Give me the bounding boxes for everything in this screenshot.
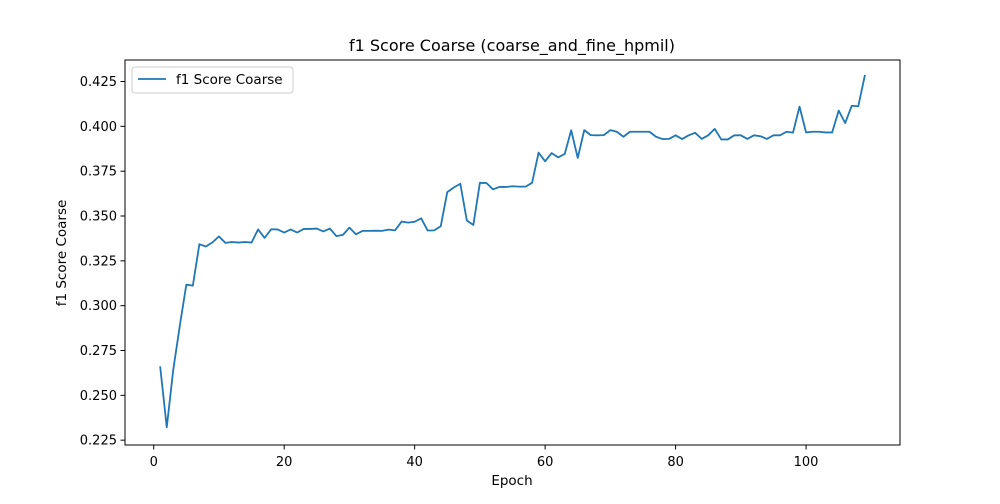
- series-line: [159, 74, 866, 429]
- chart-title: f1 Score Coarse (coarse_and_fine_hpmil): [349, 36, 675, 56]
- axes-frame: [124, 59, 901, 446]
- x-tick-label: 100: [794, 455, 819, 470]
- y-axis-title: f1 Score Coarse: [54, 200, 70, 307]
- x-tick-label: 20: [276, 455, 293, 470]
- y-tick-label: 0.225: [80, 434, 117, 449]
- plot-background: [125, 60, 900, 445]
- x-tick-label: 40: [406, 455, 423, 470]
- y-tick-label: 0.400: [80, 120, 117, 135]
- x-axis-title: Epoch: [491, 473, 532, 489]
- y-tick-label: 0.250: [80, 389, 117, 404]
- legend-label: f1 Score Coarse: [176, 72, 283, 88]
- y-tick-label: 0.300: [80, 299, 117, 314]
- y-tick-label: 0.275: [80, 344, 117, 359]
- x-tick-label: 0: [150, 455, 158, 470]
- legend: f1 Score Coarse: [131, 66, 294, 94]
- legend-box: [131, 66, 294, 94]
- x-tick-label: 60: [537, 455, 554, 470]
- y-axis: 0.225 0.250 0.275 0.300 0.325 0.350 0.375 0.400…: [80, 75, 125, 449]
- plot-area: [124, 59, 901, 446]
- y-tick-label: 0.425: [80, 75, 117, 90]
- y-tick-label: 0.350: [80, 210, 117, 225]
- series-layer: [159, 74, 866, 429]
- x-tick-label: 80: [667, 455, 684, 470]
- x-axis: 0 20 40 60 80 100: [150, 445, 819, 470]
- y-tick-label: 0.375: [80, 165, 117, 180]
- y-tick-label: 0.325: [80, 254, 117, 269]
